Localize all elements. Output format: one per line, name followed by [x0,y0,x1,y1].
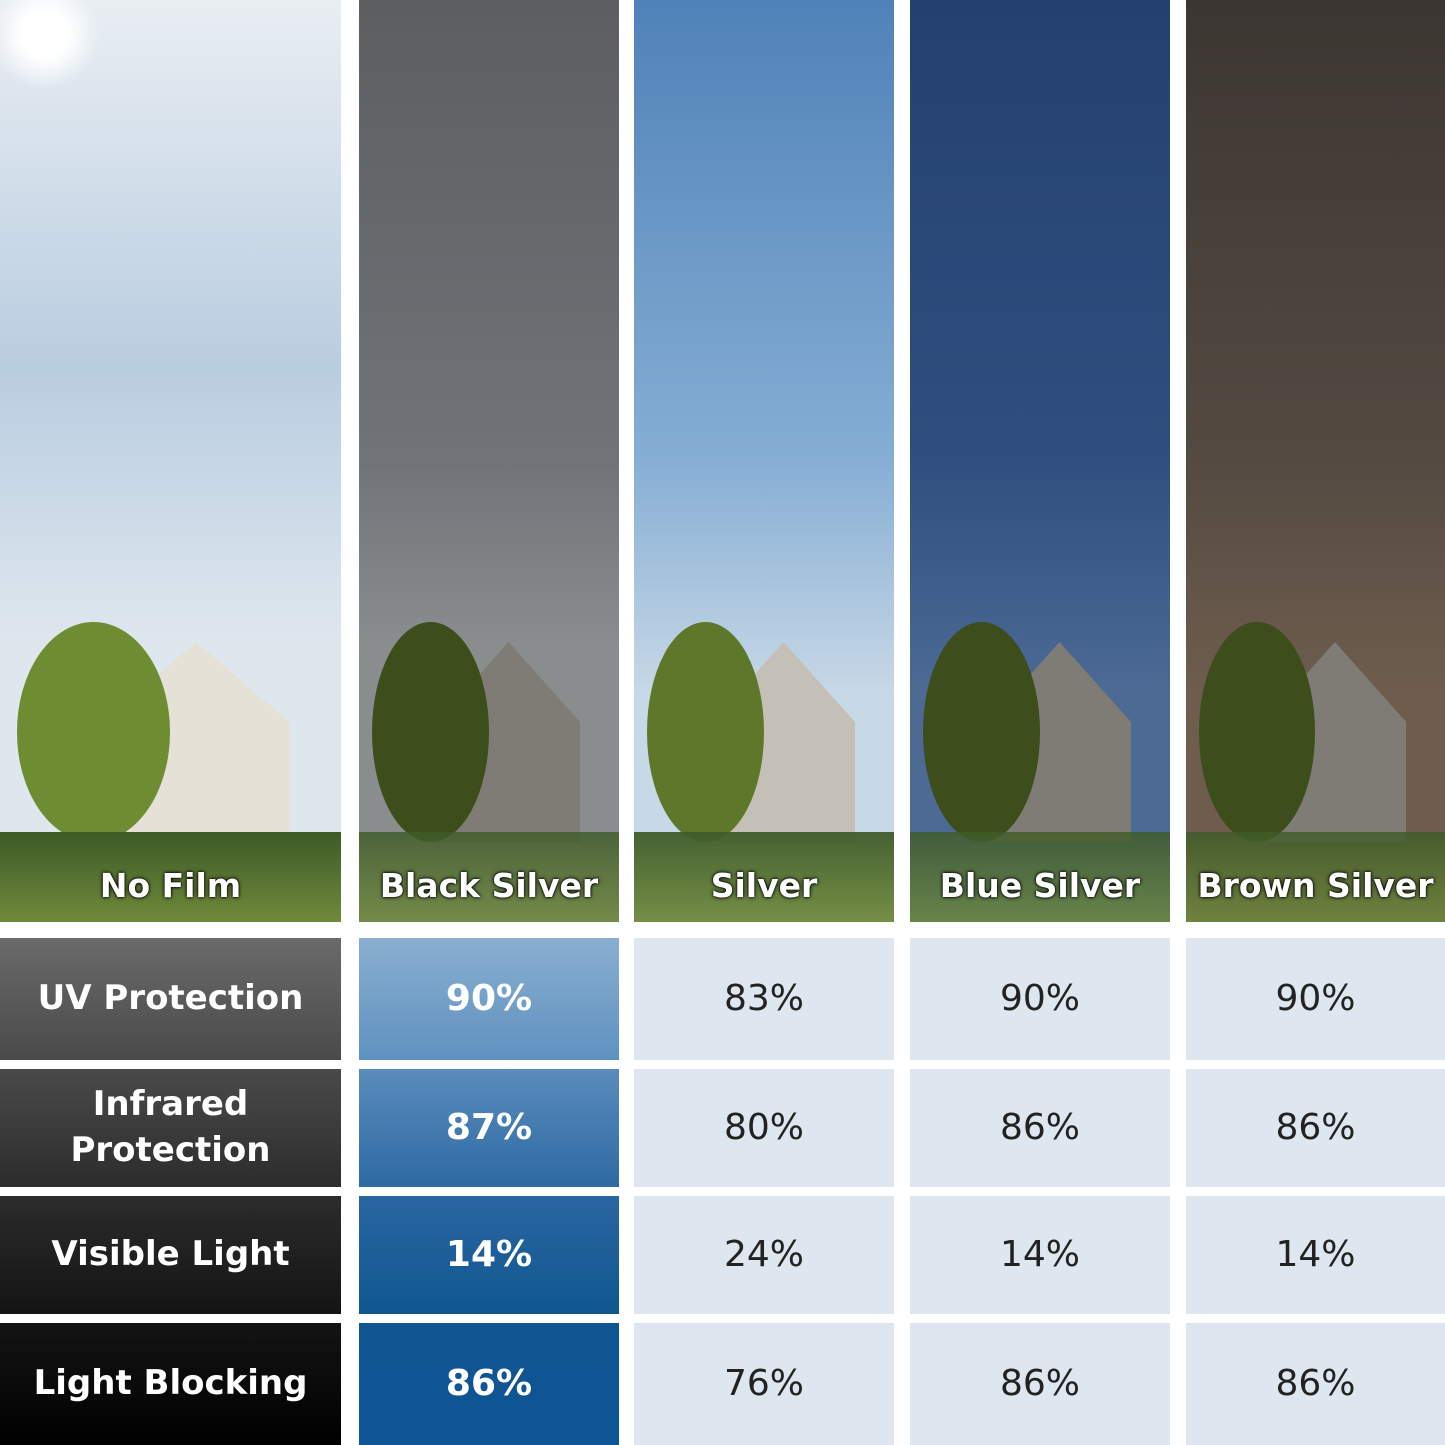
tree-image [923,622,1040,842]
value-cell: 86% [359,1323,619,1445]
ground-image [634,832,894,922]
photo-panel-black-silver: Black Silver [359,0,619,922]
photo-panel-blue-silver: Blue Silver [910,0,1170,922]
tree-image [17,622,171,842]
row-header: Visible Light [0,1196,341,1314]
film-label: Silver [710,866,818,905]
value-cell: 86% [910,1323,1170,1445]
value-cell: 86% [1186,1323,1445,1445]
tree-image [647,622,764,842]
value-cell: 76% [634,1323,894,1445]
value-cell: 86% [1186,1069,1445,1187]
tree-image [1198,622,1316,842]
film-label: No Film [99,866,242,905]
tree-image [372,622,489,842]
value-cell: 90% [1186,938,1445,1060]
value-cell: 90% [359,938,619,1060]
ground-image [0,832,341,922]
film-label: Black Silver [379,866,599,905]
film-label: Blue Silver [939,866,1141,905]
value-cell: 86% [910,1069,1170,1187]
value-cell: 14% [910,1196,1170,1314]
row-header: UV Protection [0,938,341,1060]
row-header: Light Blocking [0,1323,341,1445]
value-cell: 14% [1186,1196,1445,1314]
ground-image [359,832,619,922]
film-label: Brown Silver [1197,866,1434,905]
photo-panel-brown-silver: Brown Silver [1186,0,1445,922]
photo-panel-silver: Silver [634,0,894,922]
value-cell: 83% [634,938,894,1060]
ground-image [1186,832,1445,922]
row-header: Infrared Protection [0,1069,341,1187]
value-cell: 24% [634,1196,894,1314]
value-cell: 87% [359,1069,619,1187]
value-cell: 90% [910,938,1170,1060]
ground-image [910,832,1170,922]
value-cell: 80% [634,1069,894,1187]
photo-panel-no-film: No Film [0,0,341,922]
value-cell: 14% [359,1196,619,1314]
